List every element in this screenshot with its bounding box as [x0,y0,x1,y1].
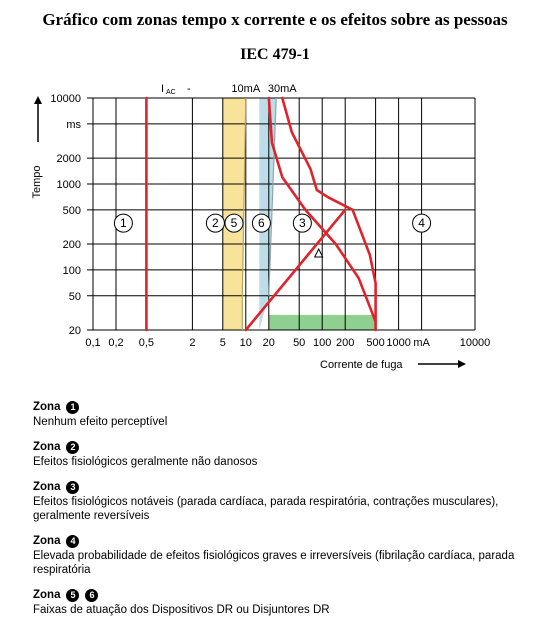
x-axis-arrowhead [458,360,466,368]
zone-marker-label: 5 [231,216,238,230]
x-tick-label: 200 [336,337,354,349]
zone-marker [251,213,271,233]
x-tick-label: 500 [366,337,384,349]
x-tick-label: 2 [189,337,195,349]
iac-label: I [161,83,164,95]
x-tick-label: 100 [313,337,331,349]
zone-description: Efeitos fisiológicos notáveis (parada ca… [33,496,499,522]
zone-6-outline [268,97,277,296]
iac-subscript: AC [166,89,176,96]
y-axis-title: Tempo [31,165,43,198]
zone-item-2: Zona 2 Efeitos fisiológicos geralmente nã… [33,440,533,469]
x-unit-label: mA [413,337,430,349]
zone-label: Zona [33,441,61,453]
x-tick-label: 0,1 [85,337,100,349]
zone-3-arrow-marker [313,247,324,258]
chart-subtitle: IEC 479-1 [240,46,310,63]
threshold-curve [267,96,377,324]
chart-title: Gráfico com zonas tempo x corrente e os … [42,10,508,29]
zone-marker [205,213,225,233]
zone-description: Faixas de atuação dos Dispositivos DR ou… [33,604,330,616]
zone-number-badge: 1 [66,400,80,414]
zone-legend: Zona 1 Nenhum efeito perceptível Zona 2 Ef… [33,400,533,628]
zone-label: Zona [33,535,61,547]
y-tick-label: 500 [63,205,81,217]
zone-6-band [259,98,277,330]
y-tick-label: 2000 [57,153,81,165]
zone-5-outline [241,97,247,330]
zone-number-badge: 3 [66,480,80,494]
y-axis-arrowhead [34,96,42,104]
x-tick-label: 1000 [386,337,410,349]
zone-marker-label: 3 [299,216,306,230]
zone-item-4: Zona 4 Elevada probabilidade de efeitos f… [33,534,533,577]
zone-description: Efeitos fisiológicos geralmente não dano… [33,456,258,468]
x-tick-label: 10 [240,337,252,349]
y-tick-label: 50 [69,291,81,303]
x-axis-title: Corrente de fuga [320,359,403,371]
x-tick-label: 20 [263,337,275,349]
x-tick-label: 50 [293,337,305,349]
x-tick-label: 10000 [460,337,491,349]
zone-marker [224,213,244,233]
band-label: 30mA [268,83,297,95]
zone-description: Nenhum efeito perceptível [33,416,168,428]
y-tick-label: 100 [63,265,81,277]
zone-item-1: Zona 1 Nenhum efeito perceptível [33,400,533,429]
x-tick-label: 0,5 [139,337,154,349]
y-tick-label: 200 [63,239,81,251]
zone-item-3: Zona 3 Efeitos fisiológicos notáveis (par… [33,480,533,523]
threshold-curve [280,96,377,332]
zone-marker [113,213,133,233]
zone-number-badge: 2 [66,440,80,454]
zone-marker-label: 1 [120,216,127,230]
zone-number-badge: 5 [66,588,80,602]
zone-marker-label: 2 [212,216,219,230]
iac-dash: - [187,83,191,95]
band-label: 10mA [231,83,260,95]
x-tick-label: 5 [220,337,226,349]
zone-label: Zona [33,481,61,493]
y-unit-label: ms [66,119,81,131]
zone-label: Zona [33,589,61,601]
zone-label: Zona [33,401,61,413]
zone-marker-label: 4 [418,216,425,230]
zone-description: Elevada probabilidade de efeitos fisioló… [33,550,515,576]
y-tick-label: 1000 [57,179,81,191]
zone-number-badge: 6 [85,588,99,602]
zone-marker-label: 6 [258,216,265,230]
zone-marker [292,213,312,233]
y-tick-label: 10000 [50,93,81,105]
zone-marker [412,213,432,233]
y-tick-label: 20 [69,325,81,337]
x-tick-label: 0,2 [108,337,123,349]
threshold-curve [244,208,347,332]
zone-item-5-6: Zona 5 6 Faixas de atuação dos Dispositivo… [33,588,533,617]
zone-number-badge: 4 [66,534,80,548]
